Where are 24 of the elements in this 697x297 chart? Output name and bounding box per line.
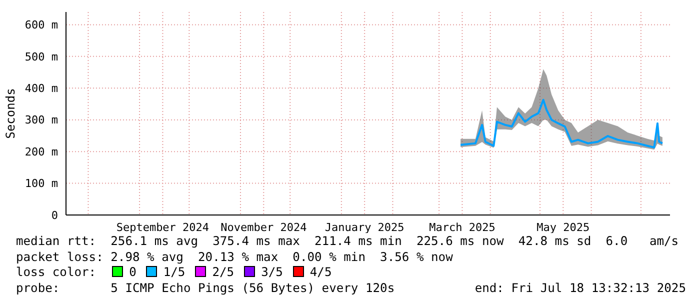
x-tick-label: January 2025 [324,220,404,234]
x-tick-label: November 2024 [220,220,308,234]
text: 0 [129,265,136,279]
text: 2/5 [212,265,234,279]
text: end: Fri Jul 18 13:32:13 2025 [474,280,686,296]
y-tick-label: 600 m [24,18,58,32]
y-tick-label: 400 m [24,82,58,96]
x-tick-label: March 2025 [429,220,496,234]
y-tick-label: 300 m [24,114,58,127]
y-tick-label: 500 m [24,50,58,64]
text: 3/5 [261,265,283,279]
x-tick-label: May 2025 [536,220,590,234]
text: 1/5 [163,265,186,279]
text: loss color: [16,265,96,279]
y-tick-label: 200 m [24,145,58,158]
y-axis-title: Seconds [3,88,18,139]
text: 4/5 [310,265,332,279]
text: median rtt: 256.1 ms avg 375.4 ms max 211.4 ms min 225.6 ms now 42.8 ms sd 6.0 am/s [16,234,680,250]
x-tick-label: September 2024 [116,220,210,234]
y-tick-label: 0 [51,208,58,222]
text: probe: 5 ICMP Echo Pings (56 Bytes) every 120s [16,280,395,294]
text: packet loss: 2.98 % avg 20.13 % max 0.00 % min 3.56 % now [16,250,454,265]
y-tick-label: 100 m [24,177,58,190]
line-series [460,98,664,148]
